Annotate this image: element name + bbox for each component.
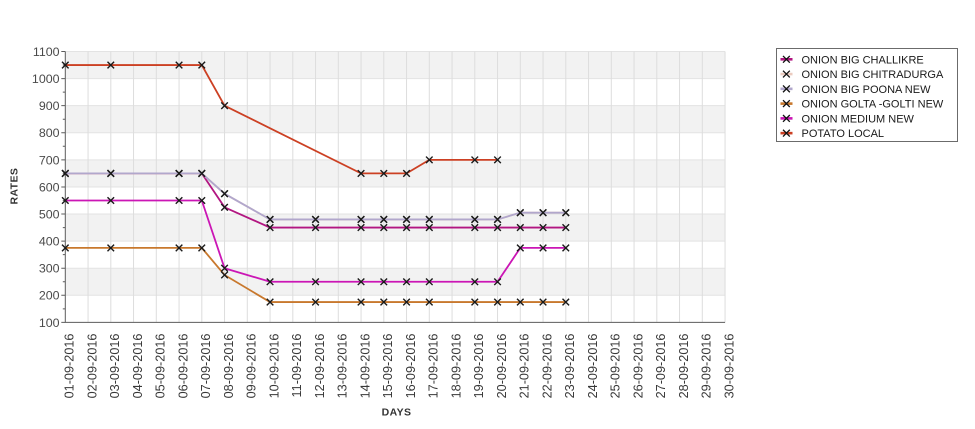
svg-text:27-09-2016: 27-09-2016	[654, 334, 668, 399]
svg-text:ONION BIG POONA NEW: ONION BIG POONA NEW	[802, 84, 932, 96]
svg-text:600: 600	[39, 180, 60, 194]
svg-text:1000: 1000	[32, 72, 60, 86]
svg-text:19-09-2016: 19-09-2016	[472, 334, 486, 399]
svg-text:09-09-2016: 09-09-2016	[245, 334, 259, 399]
svg-text:200: 200	[39, 289, 60, 303]
svg-text:400: 400	[39, 235, 60, 249]
svg-text:03-09-2016: 03-09-2016	[108, 334, 122, 399]
svg-text:29-09-2016: 29-09-2016	[700, 334, 714, 399]
svg-text:02-09-2016: 02-09-2016	[85, 334, 99, 399]
svg-text:ONION BIG CHITRADURGA: ONION BIG CHITRADURGA	[802, 69, 944, 81]
svg-text:05-09-2016: 05-09-2016	[154, 334, 168, 399]
svg-text:24-09-2016: 24-09-2016	[586, 334, 600, 399]
svg-text:900: 900	[39, 99, 60, 113]
svg-text:21-09-2016: 21-09-2016	[518, 334, 532, 399]
svg-text:18-09-2016: 18-09-2016	[449, 334, 463, 399]
svg-text:ONION GOLTA -GOLTI NEW: ONION GOLTA -GOLTI NEW	[802, 99, 944, 111]
svg-text:POTATO LOCAL: POTATO LOCAL	[802, 128, 885, 140]
svg-text:17-09-2016: 17-09-2016	[427, 334, 441, 399]
svg-text:01-09-2016: 01-09-2016	[63, 334, 77, 399]
svg-text:07-09-2016: 07-09-2016	[199, 334, 213, 399]
svg-text:700: 700	[39, 153, 60, 167]
svg-text:25-09-2016: 25-09-2016	[609, 334, 623, 399]
svg-text:28-09-2016: 28-09-2016	[677, 334, 691, 399]
svg-text:DAYS: DAYS	[382, 407, 412, 419]
svg-text:20-09-2016: 20-09-2016	[495, 334, 509, 399]
svg-text:RATES: RATES	[9, 168, 21, 205]
svg-text:100: 100	[39, 316, 60, 330]
svg-text:08-09-2016: 08-09-2016	[222, 334, 236, 399]
svg-text:30-09-2016: 30-09-2016	[722, 334, 736, 399]
svg-text:22-09-2016: 22-09-2016	[540, 334, 554, 399]
svg-text:ONION BIG CHALLIKRE: ONION BIG CHALLIKRE	[802, 54, 924, 66]
svg-text:15-09-2016: 15-09-2016	[381, 334, 395, 399]
svg-text:16-09-2016: 16-09-2016	[404, 334, 418, 399]
svg-text:300: 300	[39, 262, 60, 276]
svg-text:13-09-2016: 13-09-2016	[336, 334, 350, 399]
svg-text:1100: 1100	[33, 45, 60, 59]
svg-text:12-09-2016: 12-09-2016	[313, 334, 327, 399]
svg-text:ONION MEDIUM NEW: ONION MEDIUM NEW	[802, 113, 915, 125]
svg-text:800: 800	[39, 126, 60, 140]
svg-text:10-09-2016: 10-09-2016	[267, 334, 281, 399]
svg-text:500: 500	[39, 207, 60, 221]
svg-text:04-09-2016: 04-09-2016	[131, 334, 145, 399]
svg-text:06-09-2016: 06-09-2016	[176, 334, 190, 399]
svg-text:26-09-2016: 26-09-2016	[631, 334, 645, 399]
svg-text:14-09-2016: 14-09-2016	[358, 334, 372, 399]
svg-text:23-09-2016: 23-09-2016	[563, 334, 577, 399]
svg-text:11-09-2016: 11-09-2016	[290, 334, 304, 398]
